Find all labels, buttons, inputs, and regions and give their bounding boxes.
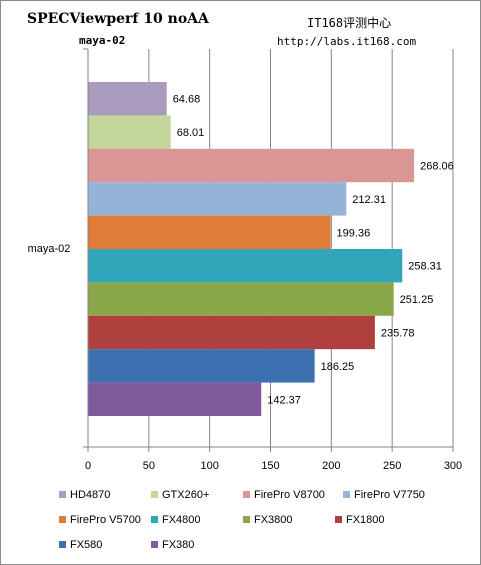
data-label: 251.25 [400, 294, 434, 306]
legend-item-fx4800: FX4800 [151, 514, 201, 528]
data-label: 68.01 [177, 127, 205, 139]
data-label: 199.36 [337, 227, 371, 239]
bar-fx3800 [88, 282, 394, 316]
site-name: IT168评测中心 [307, 16, 392, 30]
legend-swatch [243, 491, 250, 498]
legend-swatch [151, 491, 158, 498]
legend-swatch [59, 541, 66, 548]
legend-swatch [151, 516, 158, 523]
legend-label: FX380 [162, 539, 195, 551]
legend-item-fx380: FX380 [151, 539, 194, 553]
legend-swatch [59, 491, 66, 498]
legend-label: FirePro V8700 [254, 489, 325, 501]
bar-hd4870 [88, 82, 167, 116]
legend-item-firepro-v7750: FirePro V7750 [343, 489, 425, 503]
data-label: 142.37 [267, 394, 301, 406]
site-url: http://labs.it168.com [277, 35, 417, 48]
legend-item-firepro-v8700: FirePro V8700 [243, 489, 325, 503]
legend-item-fx1800: FX1800 [335, 514, 385, 528]
x-tick-label: 150 [261, 460, 279, 472]
legend-item-fx3800: FX3800 [243, 514, 293, 528]
bar-fx4800 [88, 249, 403, 283]
legend-swatch [59, 516, 66, 523]
legend-label: FirePro V5700 [70, 514, 141, 526]
data-label: 64.68 [173, 94, 201, 106]
legend-swatch [343, 491, 350, 498]
data-label: 186.25 [321, 361, 355, 373]
data-label: 258.31 [408, 261, 442, 273]
legend-label: FX4800 [162, 514, 201, 526]
axes: 0 50 100 150 200 250 300 maya-02 [28, 48, 462, 472]
bar-gtx260- [88, 115, 171, 149]
chart-subtitle: maya-02 [79, 34, 126, 47]
x-tick-label: 100 [200, 460, 218, 472]
x-tick-label: 200 [322, 460, 340, 472]
legend-label: HD4870 [70, 489, 111, 501]
bar-firepro-v7750 [88, 182, 347, 216]
legend-swatch [335, 516, 342, 523]
chart-title: SPECViewperf 10 noAA [27, 11, 209, 27]
bar-firepro-v8700 [88, 148, 415, 183]
bar-fx1800 [88, 315, 375, 350]
y-category-label: maya-02 [28, 243, 71, 255]
legend-item-hd4870: HD4870 [59, 489, 110, 503]
x-tick-label: 250 [383, 460, 401, 472]
data-labels: 64.68 68.01 268.06 212.31 199.36 258.31 251.25… [173, 94, 454, 407]
legend-item-gtx260-: GTX260+ [151, 489, 209, 503]
bar-firepro-v5700 [88, 215, 331, 249]
legend-swatch [151, 541, 158, 548]
bar-fx380 [88, 382, 262, 416]
legend-label: FirePro V7750 [354, 489, 425, 501]
x-tick-label: 50 [143, 460, 155, 472]
data-label: 212.31 [352, 194, 386, 206]
legend-swatch [243, 516, 250, 523]
legend-label: FX580 [70, 539, 103, 551]
data-label: 235.78 [381, 328, 415, 340]
x-tick-label: 300 [444, 460, 462, 472]
x-tick-label: 0 [85, 460, 91, 472]
legend-label: FX3800 [254, 514, 293, 526]
legend-label: GTX260+ [162, 489, 210, 501]
legend-label: FX1800 [346, 514, 385, 526]
bar-fx580 [88, 349, 315, 383]
legend-item-firepro-v5700: FirePro V5700 [59, 514, 141, 528]
legend-item-fx580: FX580 [59, 539, 102, 553]
data-label: 268.06 [420, 161, 454, 173]
bars [88, 82, 415, 416]
